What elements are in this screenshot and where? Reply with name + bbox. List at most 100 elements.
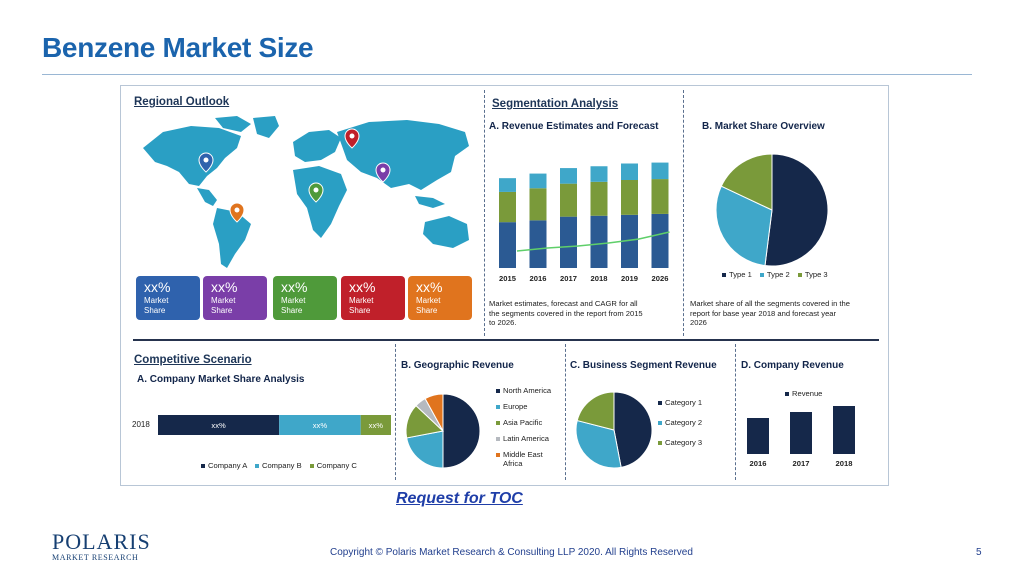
business-segment-slice (576, 391, 615, 431)
company-revenue-bar (747, 418, 769, 454)
company-share-label: xx% (369, 421, 384, 430)
company-revenue-year-label: 2018 (836, 459, 853, 468)
legend-item-category1: Category 1 (658, 398, 702, 407)
legend-item-latin-america: Latin America (496, 434, 566, 443)
revenue-bar-segment (590, 181, 608, 216)
company-share-year: 2018 (132, 420, 150, 429)
slide-title: Benzene Market Size (42, 32, 314, 63)
legend-item-category2: Category 2 (658, 418, 702, 427)
tile-value: xx% (416, 279, 443, 295)
revenue-bar-segment (499, 222, 516, 268)
request-toc-link[interactable]: Request for TOC (396, 490, 523, 507)
business-segment-title: C. Business Segment Revenue (570, 360, 717, 371)
tile-label: Market Share (349, 296, 374, 315)
tile-value: xx% (281, 279, 308, 295)
revenue-bar-segment (590, 166, 608, 182)
legend-item-company-b: Company B (254, 461, 302, 470)
tile-value: xx% (349, 279, 376, 295)
legend-item-asia-pacific: Asia Pacific (496, 418, 566, 427)
region-share-tile: xx% Market Share (408, 276, 472, 320)
geographic-pie (405, 393, 481, 469)
map-pin-asia-icon (375, 162, 391, 183)
revenue-year-label: 2018 (591, 274, 608, 283)
company-share-segment (158, 415, 280, 435)
title-divider (42, 74, 972, 75)
legend-item-middle-east-africa: Middle East Africa (496, 450, 561, 468)
market-share-slice (764, 153, 829, 267)
region-share-tile: xx% Market Share (136, 276, 200, 320)
revenue-bar-segment (621, 214, 638, 268)
regional-outlook-header: Regional Outlook (134, 96, 230, 108)
map-pin-north-america-icon (198, 152, 214, 173)
business-segment-legend: Category 1 Category 2 Category 3 (658, 398, 702, 447)
legend-item-type2: Type 2 (759, 270, 790, 279)
company-revenue-year-label: 2016 (750, 459, 767, 468)
revenue-year-label: 2026 (652, 274, 669, 283)
legend-item-company-a: Company A (201, 461, 247, 470)
revenue-stacked-bar-chart: 2015 2016 2017 2018 2019 2026 (499, 162, 670, 283)
legend-item-north-america: North America (496, 386, 566, 395)
revenue-bar-segment (651, 213, 669, 268)
company-share-segment (279, 415, 361, 435)
revenue-year-label: 2015 (499, 274, 517, 283)
geographic-slice (424, 393, 444, 432)
map-pin-south-america-icon (229, 202, 245, 223)
legend-item-europe: Europe (496, 402, 566, 411)
company-revenue-bar (833, 406, 855, 454)
map-pin-europe-icon (344, 128, 360, 149)
page-number: 5 (976, 547, 982, 558)
revenue-caption: Market estimates, forecast and CAGR for … (489, 299, 643, 327)
revenue-chart-title: A. Revenue Estimates and Forecast (489, 121, 659, 132)
world-map (143, 116, 469, 268)
revenue-bar-segment (529, 188, 547, 221)
revenue-year-label: 2016 (530, 274, 547, 283)
revenue-bar-segment (621, 180, 638, 215)
geographic-slice (442, 393, 481, 469)
revenue-bar-segment (499, 178, 516, 192)
company-revenue-year-label: 2017 (793, 459, 810, 468)
legend-item-type1: Type 1 (722, 270, 752, 279)
section-divider (683, 90, 684, 336)
business-segment-slice (613, 391, 653, 468)
tile-value: xx% (211, 279, 238, 295)
segmentation-header: Segmentation Analysis (492, 98, 619, 110)
market-share-pie (715, 153, 829, 267)
tile-label: Market Share (281, 296, 306, 315)
market-share-slice (715, 185, 773, 267)
geographic-title: B. Geographic Revenue (401, 360, 514, 371)
company-share-bar: xx% xx% xx% (158, 415, 391, 435)
revenue-bar-segment (560, 183, 577, 217)
company-share-segment (360, 415, 391, 435)
market-share-slice (720, 153, 773, 211)
business-segment-pie (575, 391, 653, 469)
revenue-bar-segment (529, 173, 547, 189)
revenue-bar-segment (560, 216, 577, 268)
revenue-bar-segment (621, 163, 638, 180)
revenue-bar-segment (651, 162, 669, 180)
company-revenue-title: D. Company Revenue (741, 360, 844, 371)
tile-label: Market Share (416, 296, 441, 315)
legend-item-company-c: Company C (309, 461, 357, 470)
company-share-label: xx% (211, 421, 226, 430)
region-share-tile: xx% Market Share (203, 276, 267, 320)
market-share-title: B. Market Share Overview (702, 121, 825, 132)
revenue-year-label: 2017 (560, 274, 577, 283)
section-divider (484, 90, 485, 336)
revenue-trend-line (516, 231, 670, 252)
region-share-tile: xx% Market Share (341, 276, 405, 320)
revenue-bar-segment (590, 215, 608, 268)
revenue-bar-segment (560, 168, 577, 184)
legend-item-category3: Category 3 (658, 438, 702, 447)
revenue-bar-segment (529, 220, 547, 268)
region-share-tile: xx% Market Share (273, 276, 337, 320)
company-revenue-bar (790, 412, 812, 454)
section-divider (735, 344, 736, 480)
polaris-logo-subtitle: MARKET RESEARCH (52, 553, 139, 562)
tile-label: Market Share (211, 296, 236, 315)
company-share-legend: Company A Company B Company C (201, 461, 357, 470)
section-divider (395, 344, 396, 480)
business-segment-slice (575, 419, 622, 469)
revenue-bar-segment (499, 191, 516, 223)
market-share-legend: Type 1 Type 2 Type 3 (722, 270, 828, 279)
company-revenue-legend: Revenue (785, 389, 822, 398)
